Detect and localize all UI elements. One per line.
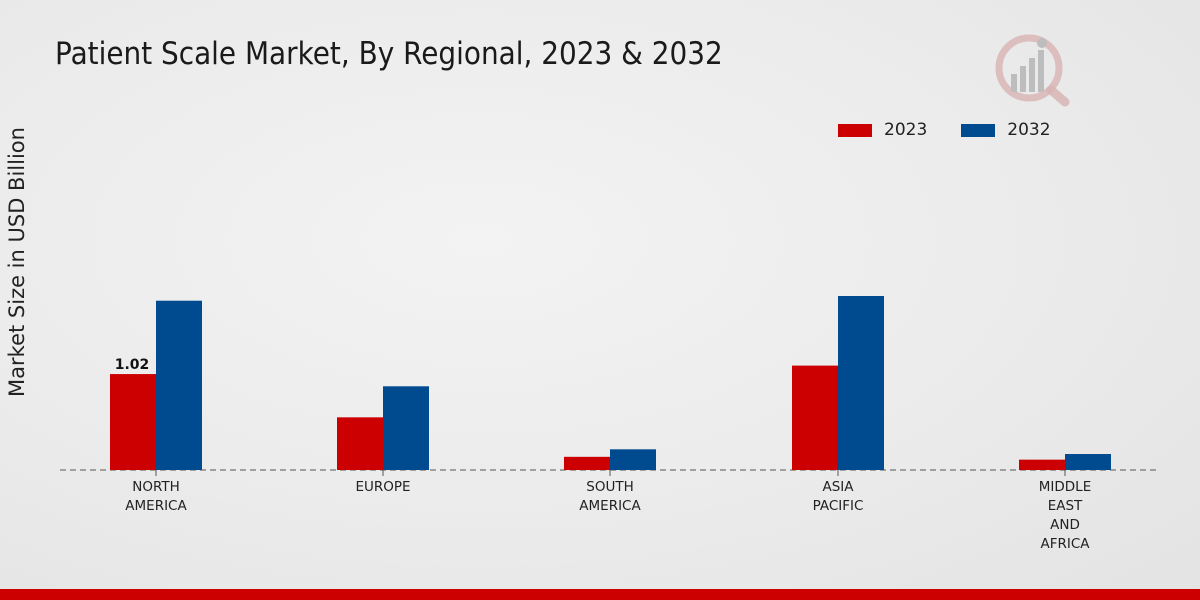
chart-legend: 2023 2032	[838, 120, 1085, 140]
x-tick-label: AFRICA	[1040, 536, 1090, 552]
legend-swatch-2023	[838, 123, 872, 137]
x-tick-label: AND	[1050, 517, 1080, 533]
bar-2032-north-america	[156, 300, 202, 470]
bar-2023-asia-pacific	[792, 365, 838, 470]
bar-2032-europe	[383, 386, 429, 470]
data-label: 1.02	[115, 357, 150, 373]
bar-2023-north-america	[110, 374, 156, 470]
bar-2032-middle-east-and-africa	[1065, 454, 1111, 470]
legend-label-2023: 2023	[884, 120, 928, 140]
x-tick-label: AMERICA	[125, 498, 187, 514]
bar-2032-asia-pacific	[838, 296, 884, 470]
legend-swatch-2032	[961, 123, 996, 137]
bar-2023-europe	[337, 417, 383, 470]
bar-2032-south-america	[610, 449, 656, 470]
legend-item-2032: 2032	[961, 120, 1051, 140]
bottom-accent-bar	[0, 589, 1200, 600]
x-tick-label: AMERICA	[579, 498, 641, 514]
legend-label-2032: 2032	[1007, 120, 1051, 140]
x-tick-label: ASIA	[822, 479, 854, 495]
x-tick-label: EUROPE	[355, 479, 410, 495]
x-tick-label: MIDDLE	[1039, 479, 1091, 495]
bar-2023-south-america	[564, 456, 610, 470]
legend-item-2023: 2023	[838, 120, 927, 140]
x-tick-label: SOUTH	[586, 479, 633, 495]
x-tick-label: EAST	[1048, 498, 1083, 514]
bar-2023-middle-east-and-africa	[1019, 459, 1065, 470]
brand-logo-icon	[993, 30, 1073, 110]
x-tick-label: NORTH	[132, 479, 180, 495]
chart-title: Patient Scale Market, By Regional, 2023 …	[55, 36, 723, 72]
x-tick-label: PACIFIC	[813, 498, 864, 514]
